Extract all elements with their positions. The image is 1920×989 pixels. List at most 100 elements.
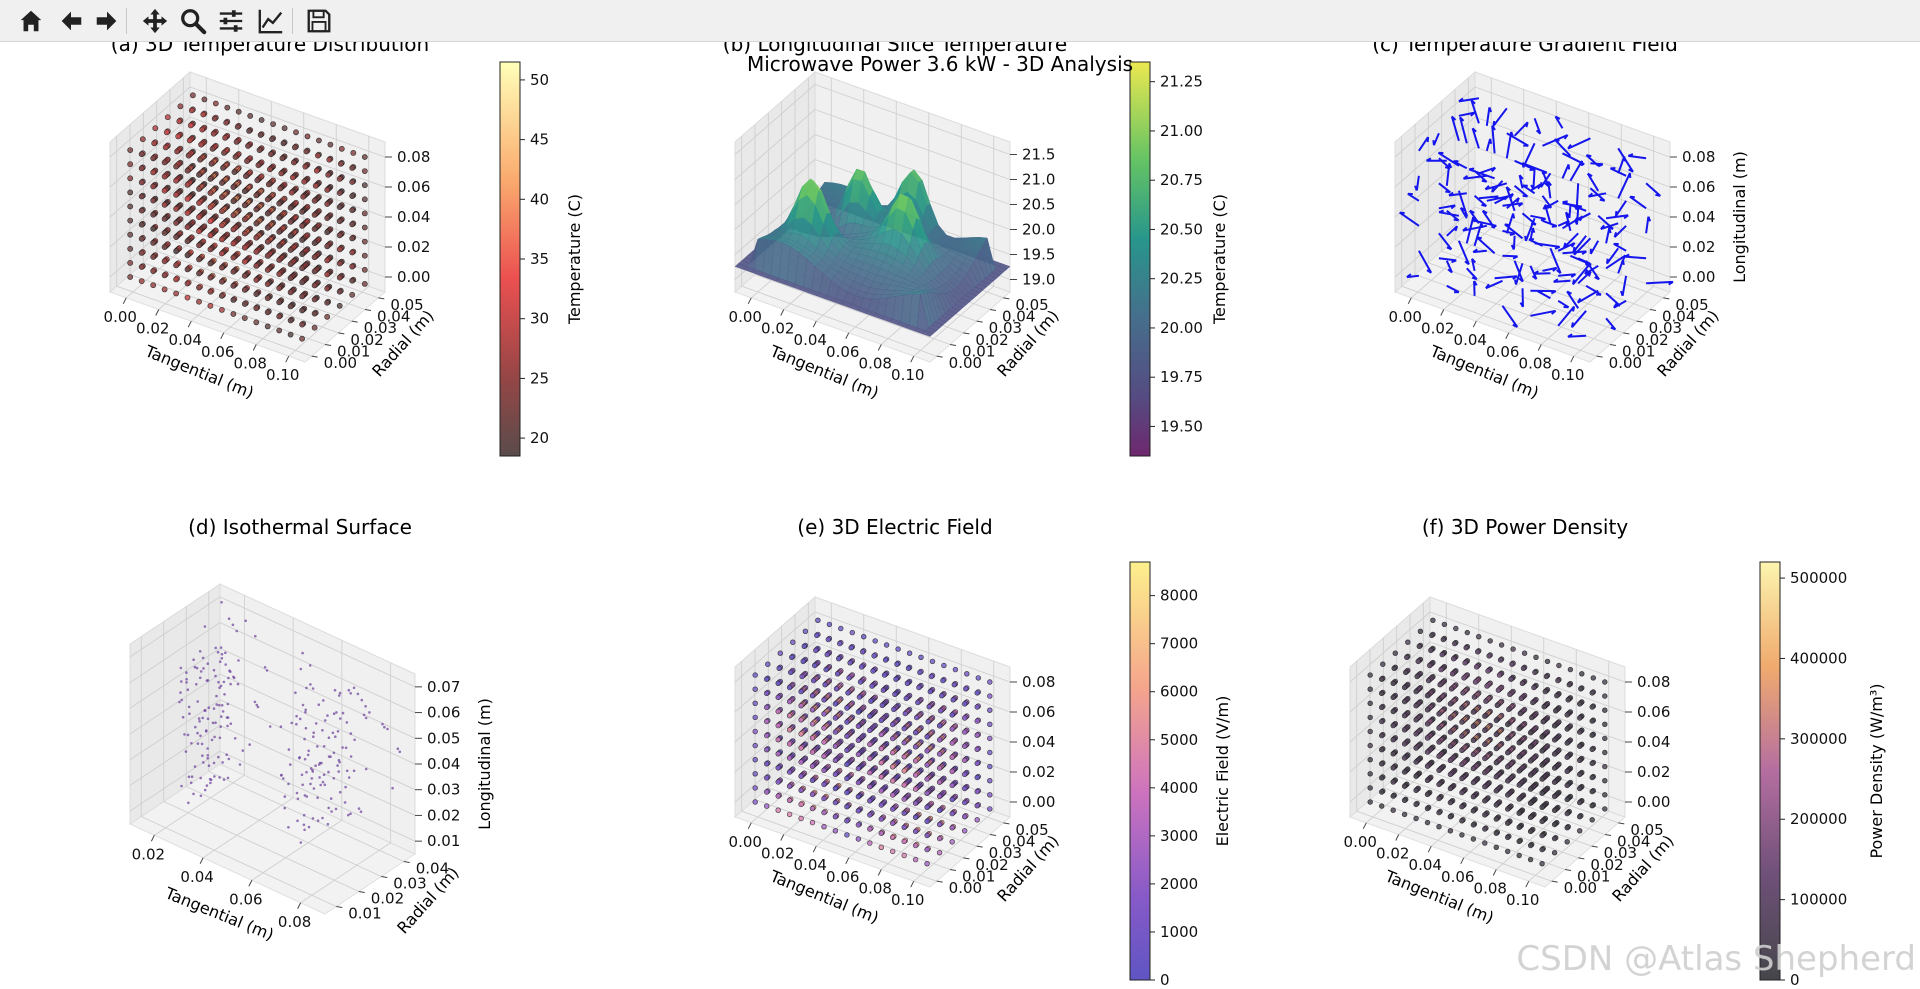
arrow-head bbox=[1624, 253, 1630, 258]
arrow-head bbox=[1399, 211, 1405, 215]
arrow-head bbox=[1563, 134, 1569, 140]
isosurface-point bbox=[305, 795, 309, 798]
x-tick-label: 0.08 bbox=[1474, 880, 1507, 898]
data-point bbox=[1519, 680, 1526, 686]
data-point bbox=[1378, 690, 1385, 696]
y-tick-label: 0.00 bbox=[949, 879, 982, 897]
data-point bbox=[1448, 686, 1455, 692]
gradient-arrow bbox=[1492, 107, 1508, 127]
data-point bbox=[912, 842, 919, 849]
gradient-arrow bbox=[1501, 305, 1519, 328]
data-point bbox=[1589, 732, 1595, 738]
gradient-arrow bbox=[1613, 225, 1627, 238]
y-tick-label: 0.05 bbox=[1015, 821, 1048, 839]
data-point bbox=[786, 698, 793, 705]
data-point bbox=[324, 257, 331, 264]
isosurface-point bbox=[236, 682, 240, 686]
data-point bbox=[245, 143, 251, 149]
z-tick-label: 0.05 bbox=[427, 729, 460, 747]
back-button[interactable] bbox=[54, 4, 88, 38]
arrow-head bbox=[1535, 129, 1541, 135]
data-point bbox=[218, 180, 225, 186]
configure-subplots-button[interactable] bbox=[214, 4, 248, 38]
gradient-arrow bbox=[1566, 290, 1580, 309]
y-tick bbox=[1649, 309, 1657, 311]
x-tick bbox=[780, 309, 785, 316]
data-point bbox=[349, 263, 356, 270]
zoom-button[interactable] bbox=[176, 4, 210, 38]
data-point bbox=[821, 795, 827, 802]
data-point bbox=[752, 686, 758, 692]
data-point bbox=[150, 254, 157, 260]
data-point bbox=[1451, 640, 1458, 647]
data-point bbox=[867, 769, 873, 776]
data-point bbox=[1367, 686, 1373, 692]
data-point bbox=[856, 694, 863, 700]
data-point bbox=[268, 151, 274, 158]
data-point bbox=[916, 684, 922, 691]
data-point bbox=[1424, 707, 1431, 713]
data-point bbox=[336, 274, 343, 281]
data-point bbox=[987, 693, 993, 699]
data-point bbox=[1436, 795, 1442, 802]
data-point bbox=[161, 201, 168, 208]
data-point bbox=[1447, 701, 1454, 707]
gradient-arrow bbox=[1629, 195, 1647, 210]
data-point bbox=[1459, 747, 1465, 753]
data-point bbox=[825, 636, 831, 643]
gradient-arrow bbox=[1561, 163, 1570, 179]
data-point bbox=[1470, 836, 1477, 842]
isosurface-point bbox=[198, 650, 202, 653]
data-point bbox=[311, 310, 318, 317]
isosurface-point bbox=[224, 651, 227, 655]
isosurface-point bbox=[308, 664, 312, 667]
data-point bbox=[293, 129, 299, 136]
isosurface-point bbox=[238, 763, 242, 766]
data-point bbox=[361, 280, 368, 287]
data-point bbox=[901, 824, 907, 830]
data-point bbox=[1531, 684, 1537, 691]
data-point bbox=[889, 792, 896, 798]
data-point bbox=[280, 140, 287, 147]
data-point bbox=[889, 749, 896, 756]
data-point bbox=[1533, 654, 1539, 660]
x-tick bbox=[1395, 834, 1400, 841]
save-button[interactable] bbox=[302, 4, 336, 38]
data-point bbox=[1602, 707, 1608, 713]
arrow-head bbox=[1610, 326, 1616, 331]
data-point bbox=[987, 679, 993, 685]
gradient-arrow bbox=[1438, 257, 1457, 262]
data-point bbox=[279, 155, 286, 162]
data-point bbox=[901, 852, 907, 859]
z-tick-label: 0.01 bbox=[427, 832, 460, 850]
data-point bbox=[161, 159, 168, 166]
isosurface-point bbox=[335, 711, 338, 714]
data-point bbox=[218, 236, 225, 243]
data-point bbox=[311, 282, 318, 289]
x-tick-label: 0.06 bbox=[826, 343, 859, 361]
data-point bbox=[207, 204, 214, 210]
isosurface-point bbox=[287, 782, 290, 786]
arrow-head bbox=[1647, 216, 1652, 222]
isosurface-point bbox=[206, 717, 210, 721]
pan-button[interactable] bbox=[138, 4, 172, 38]
data-point bbox=[1527, 842, 1534, 849]
data-point bbox=[1552, 708, 1559, 714]
scatter-points bbox=[127, 92, 368, 342]
x-tick bbox=[248, 880, 253, 887]
data-point bbox=[901, 810, 907, 816]
isosurface-point bbox=[360, 698, 364, 702]
isosurface-point bbox=[336, 764, 339, 767]
edit-axis-button[interactable] bbox=[254, 4, 288, 38]
data-point bbox=[844, 747, 850, 753]
arrow-head bbox=[1522, 184, 1528, 187]
y-tick-label: 0.04 bbox=[1002, 833, 1035, 851]
data-point bbox=[905, 665, 912, 671]
forward-button[interactable] bbox=[90, 4, 124, 38]
data-point bbox=[1504, 721, 1511, 728]
data-point bbox=[127, 175, 134, 182]
home-button[interactable] bbox=[14, 4, 48, 38]
data-point bbox=[902, 710, 908, 717]
data-point bbox=[220, 165, 226, 171]
isosurface-point bbox=[305, 770, 308, 774]
